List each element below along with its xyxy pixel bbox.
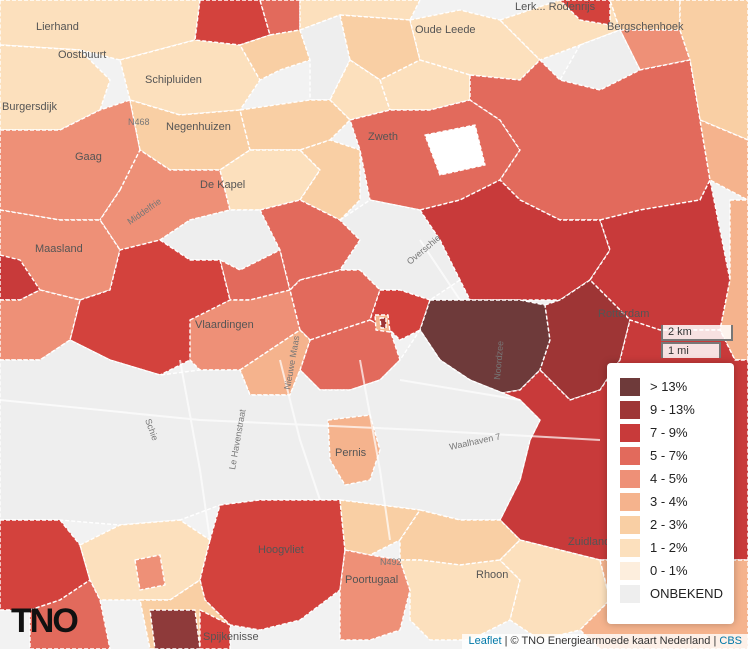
place-label: Lierhand	[36, 21, 79, 33]
legend-swatch	[620, 515, 640, 534]
legend-label: 3 - 4%	[650, 494, 688, 509]
scale-bar-km: 2 km	[661, 325, 733, 341]
attribution-separator: |	[713, 635, 717, 647]
region	[699, 119, 748, 201]
region	[299, 139, 361, 221]
legend-label: 4 - 5%	[650, 471, 688, 486]
region	[289, 269, 381, 341]
region	[329, 59, 391, 121]
attribution-tno: © TNO Energiearmoede kaart Nederland	[510, 635, 711, 647]
road-label: Noordzee	[492, 340, 505, 380]
place-label: Zuidland	[568, 536, 610, 548]
place-label: Negenhuizen	[166, 121, 231, 133]
region	[134, 554, 166, 591]
legend-item: 9 - 13%	[620, 398, 724, 421]
place-label: Pernis	[335, 447, 367, 459]
place-label: Poortugaal	[345, 574, 398, 586]
region	[0, 0, 201, 61]
place-label: Gaag	[75, 151, 102, 163]
place-label: Hoogvliet	[258, 544, 304, 556]
legend-swatch	[620, 423, 640, 442]
legend-item: 3 - 4%	[620, 490, 724, 513]
legend-swatch	[620, 377, 640, 396]
region	[29, 579, 111, 649]
attribution-separator: |	[504, 635, 508, 647]
region	[239, 99, 351, 151]
legend-swatch	[620, 584, 640, 603]
place-label: Zweth	[368, 131, 398, 143]
region	[379, 59, 471, 111]
legend-swatch	[620, 561, 640, 580]
legend-swatch	[620, 538, 640, 557]
legend-swatch	[620, 492, 640, 511]
legend-swatch	[620, 446, 640, 465]
attribution: Leaflet | © TNO Energiearmoede kaart Ned…	[462, 634, 748, 649]
region	[424, 124, 486, 176]
legend-item: 5 - 7%	[620, 444, 724, 467]
place-label: Vlaardingen	[195, 319, 254, 331]
region	[0, 329, 541, 526]
legend-label: ONBEKEND	[650, 586, 723, 601]
legend-item: 0 - 1%	[620, 559, 724, 582]
legend-label: 5 - 7%	[650, 448, 688, 463]
place-label: Lerk... Rodenrijs	[515, 1, 596, 13]
legend-label: > 13%	[650, 379, 688, 394]
region	[719, 199, 748, 361]
region	[339, 549, 411, 641]
legend-item: 2 - 3%	[620, 513, 724, 536]
region	[299, 319, 401, 391]
place-label: Rotterdam	[598, 308, 649, 320]
legend-item: 7 - 9%	[620, 421, 724, 444]
road-label: N492	[380, 557, 402, 567]
place-label: Rhoon	[476, 569, 508, 581]
leaflet-link[interactable]: Leaflet	[468, 635, 502, 647]
place-label: Oostbuurt	[58, 49, 106, 61]
legend-swatch	[620, 400, 640, 419]
legend-label: 0 - 1%	[650, 563, 688, 578]
cbs-link[interactable]: CBS	[719, 635, 742, 647]
place-label: De Kapel	[200, 179, 245, 191]
tno-logo: TNO	[11, 602, 79, 640]
legend-item: ONBEKEND	[620, 582, 724, 605]
legend-item: 4 - 5%	[620, 467, 724, 490]
legend-label: 1 - 2%	[650, 540, 688, 555]
legend-item: 1 - 2%	[620, 536, 724, 559]
place-label: Bergschenhoek	[607, 21, 684, 33]
place-label: Schipluiden	[145, 74, 202, 86]
region	[559, 0, 611, 26]
region	[194, 0, 271, 46]
legend-label: 2 - 3%	[650, 517, 688, 532]
scale-bar-mi: 1 mi	[661, 342, 721, 358]
region	[379, 317, 387, 329]
region	[0, 44, 111, 131]
place-label: Burgersdijk	[2, 101, 58, 113]
legend-item: > 13%	[620, 375, 724, 398]
region	[149, 609, 201, 649]
place-label: Oude Leede	[415, 24, 476, 36]
place-label: Spijkenisse	[203, 631, 259, 643]
legend: > 13% 9 - 13% 7 - 9% 5 - 7% 4 - 5% 3 - 4% 2 - …	[607, 363, 734, 624]
legend-label: 7 - 9%	[650, 425, 688, 440]
region	[239, 329, 311, 396]
place-label: Maasland	[35, 243, 83, 255]
region	[199, 609, 231, 649]
road-label: N468	[128, 117, 150, 127]
legend-label: 9 - 13%	[650, 402, 695, 417]
legend-swatch	[620, 469, 640, 488]
